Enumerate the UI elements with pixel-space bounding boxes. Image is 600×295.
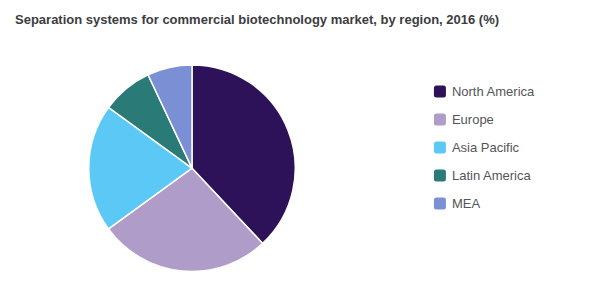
svg-text:Separation systems for commerc: Separation systems for commercial biotec… [15,12,499,27]
svg-text:Europe: Europe [452,112,494,127]
svg-text:North America: North America [452,84,535,99]
svg-text:Asia Pacific: Asia Pacific [452,140,520,155]
svg-text:MEA: MEA [452,196,481,211]
svg-text:Latin America: Latin America [452,168,532,183]
